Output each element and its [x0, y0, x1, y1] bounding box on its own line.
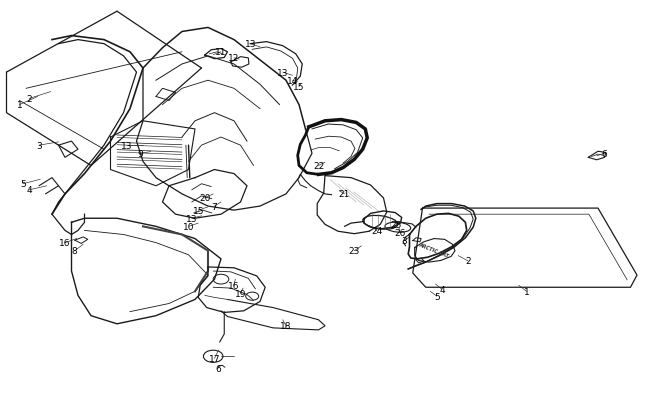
Text: 24: 24: [371, 226, 383, 235]
Text: 4: 4: [439, 285, 445, 294]
Text: 22: 22: [313, 162, 324, 171]
Text: 26: 26: [394, 228, 406, 237]
Text: 13: 13: [186, 214, 198, 223]
Text: 2: 2: [465, 257, 471, 266]
Text: 12: 12: [228, 54, 240, 63]
Text: 16: 16: [228, 281, 240, 290]
Text: 4: 4: [27, 186, 32, 195]
Text: 9: 9: [137, 149, 142, 158]
Text: 1: 1: [17, 101, 22, 110]
Text: 18: 18: [280, 322, 292, 330]
Text: 25: 25: [391, 220, 402, 229]
Text: 8: 8: [72, 247, 77, 256]
Text: 15: 15: [293, 83, 305, 92]
Text: 17: 17: [209, 354, 220, 363]
Text: 11: 11: [215, 48, 227, 57]
Text: 2: 2: [27, 95, 32, 104]
Text: 23: 23: [348, 247, 360, 256]
Text: 21: 21: [339, 190, 350, 199]
Text: 3: 3: [402, 237, 407, 245]
Text: 13: 13: [277, 68, 289, 77]
Text: 7: 7: [212, 202, 217, 211]
Text: 5: 5: [20, 180, 25, 189]
Text: 16: 16: [59, 239, 71, 247]
Text: 10: 10: [183, 222, 194, 231]
Text: 3: 3: [36, 141, 42, 150]
Text: 1: 1: [524, 287, 529, 296]
Text: 13: 13: [244, 40, 256, 49]
Text: 19: 19: [235, 289, 246, 298]
Text: 6: 6: [215, 364, 220, 373]
Text: 5: 5: [434, 292, 439, 301]
Text: 15: 15: [192, 206, 204, 215]
Text: ARCTIC CAT: ARCTIC CAT: [419, 242, 450, 258]
Text: 13: 13: [121, 141, 133, 150]
Text: 6: 6: [602, 149, 607, 158]
Text: 20: 20: [199, 194, 211, 203]
Text: 14: 14: [287, 77, 298, 85]
